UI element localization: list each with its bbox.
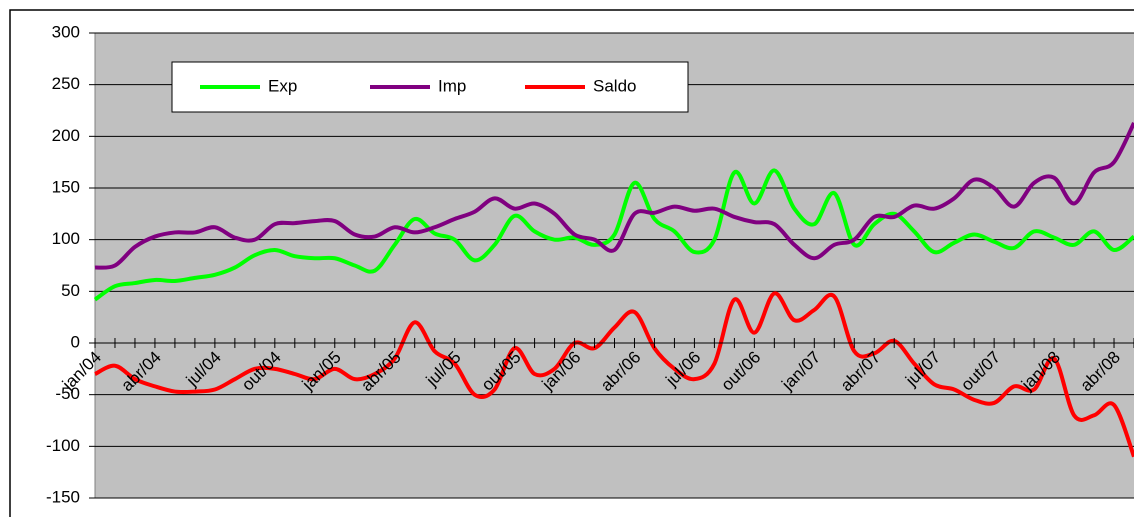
y-tick-label: -100 — [46, 436, 80, 455]
series-line — [94, 291, 1134, 458]
legend-label: Saldo — [593, 76, 636, 95]
legend-entries: Exp Imp Saldo — [200, 76, 636, 95]
series-line — [93, 168, 1134, 302]
y-tick-label: 0 — [71, 332, 80, 351]
y-tick-label: 250 — [52, 74, 80, 93]
y-tick-label: -50 — [55, 384, 80, 403]
lines — [93, 121, 1134, 458]
y-tick-label: 50 — [61, 281, 80, 300]
series-line — [94, 121, 1134, 270]
legend-label: Imp — [438, 76, 466, 95]
legend-label: Exp — [268, 76, 297, 95]
y-tick-label: 200 — [52, 126, 80, 145]
y-tick-label: 300 — [52, 22, 80, 41]
y-tick-label: -150 — [46, 487, 80, 506]
y-tick-label: 150 — [52, 177, 80, 196]
y-tick-label: 100 — [52, 229, 80, 248]
